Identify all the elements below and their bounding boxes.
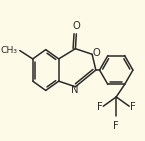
Text: O: O bbox=[93, 48, 101, 58]
Text: O: O bbox=[72, 21, 80, 31]
Text: F: F bbox=[130, 102, 136, 112]
Text: CH₃: CH₃ bbox=[1, 46, 18, 55]
Text: N: N bbox=[71, 85, 78, 95]
Text: F: F bbox=[113, 121, 119, 131]
Text: F: F bbox=[97, 102, 102, 112]
